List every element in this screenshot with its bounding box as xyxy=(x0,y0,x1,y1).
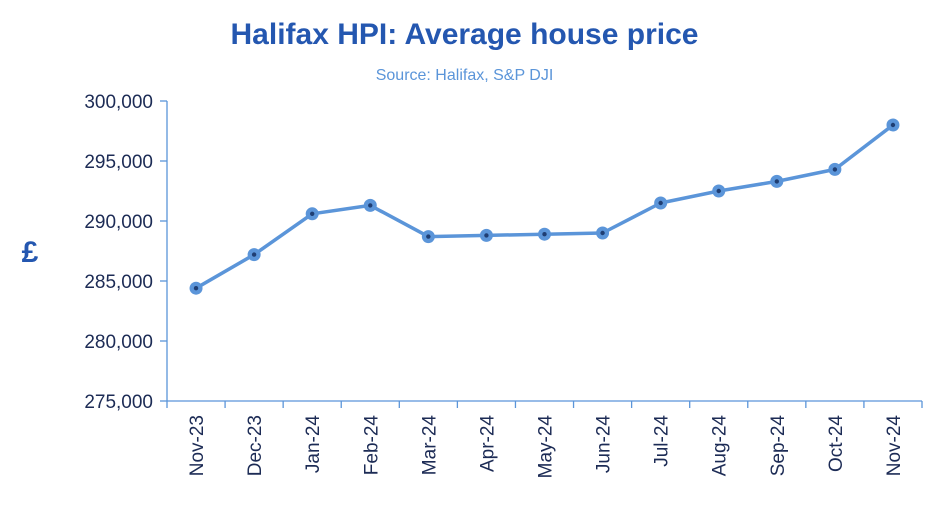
y-tick-label: 285,000 xyxy=(84,272,153,293)
data-point-center xyxy=(832,167,838,172)
x-axis-ticks: Nov-23 Dec-23 Jan-24 Feb-24 Mar-24 Apr-24 May-… xyxy=(166,401,923,479)
x-tick-label: Feb-24 xyxy=(361,415,382,476)
x-tick-label: Sep-24 xyxy=(768,415,789,477)
data-point xyxy=(770,174,784,188)
series xyxy=(189,118,900,295)
x-tick-label: Jun-24 xyxy=(594,415,615,474)
y-axis-label: £ xyxy=(22,236,39,269)
x-tick-label: Oct-24 xyxy=(826,415,847,472)
data-point-center xyxy=(542,232,547,237)
x-tick-label: Nov-23 xyxy=(187,415,208,476)
data-point-center xyxy=(658,200,663,206)
chart-title: Halifax HPI: Average house price xyxy=(230,18,699,51)
y-tick-label: 295,000 xyxy=(84,152,153,173)
data-point xyxy=(189,281,203,295)
data-point xyxy=(305,207,319,221)
data-point xyxy=(712,184,726,198)
series-line xyxy=(195,123,895,290)
x-tick-label: Dec-23 xyxy=(245,415,266,476)
y-axis-ticks: 275,000 280,000 285,000 290,000 295,000 300,0… xyxy=(84,92,167,413)
data-point-center xyxy=(426,234,431,239)
data-point-center xyxy=(368,203,373,208)
data-point xyxy=(828,162,842,176)
data-point xyxy=(596,226,610,240)
data-point-center xyxy=(193,286,199,291)
data-point-center xyxy=(890,122,896,128)
data-point-center xyxy=(309,211,315,216)
data-point xyxy=(363,198,377,212)
data-point xyxy=(654,196,668,210)
x-tick-label: Apr-24 xyxy=(477,415,498,472)
x-tick-label: Jan-24 xyxy=(303,415,324,474)
x-tick-label: May-24 xyxy=(536,415,557,479)
data-point-center xyxy=(600,230,605,236)
data-point xyxy=(886,118,900,132)
data-point-center xyxy=(251,252,257,257)
x-tick-label: Mar-24 xyxy=(419,415,440,476)
data-point xyxy=(538,227,551,241)
x-tick-label: Jul-24 xyxy=(652,415,673,467)
data-point-center xyxy=(716,188,721,194)
chart-subtitle: Source: Halifax, S&P DJI xyxy=(375,67,554,84)
x-tick-label: Nov-24 xyxy=(884,415,905,477)
y-tick-label: 280,000 xyxy=(84,332,153,353)
data-point xyxy=(479,228,493,242)
y-tick-label: 290,000 xyxy=(84,212,153,233)
axes xyxy=(166,101,922,402)
data-point-center xyxy=(484,233,489,238)
data-point xyxy=(421,230,435,244)
data-point-center xyxy=(774,179,780,184)
data-point xyxy=(247,248,261,262)
y-tick-label: 300,000 xyxy=(84,92,153,113)
y-tick-label: 275,000 xyxy=(84,392,153,413)
x-tick-label: Aug-24 xyxy=(710,415,731,477)
